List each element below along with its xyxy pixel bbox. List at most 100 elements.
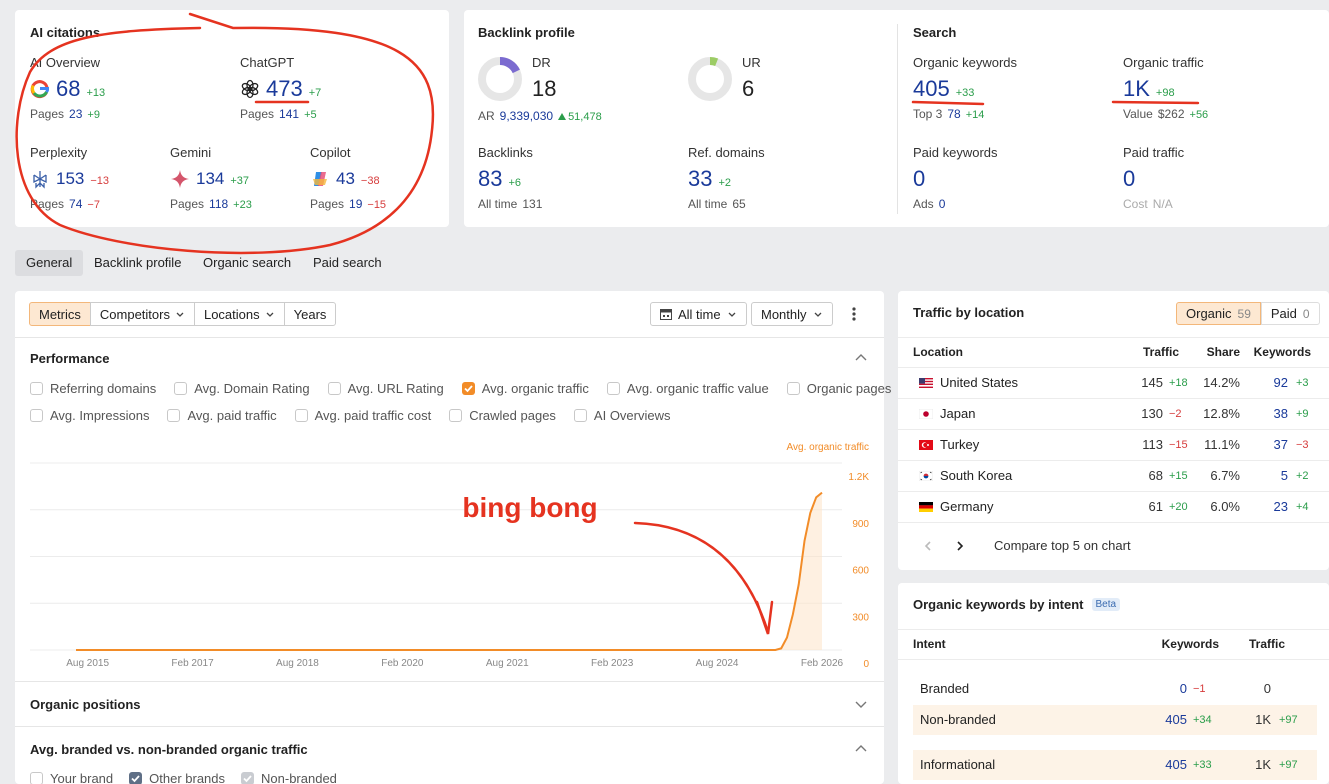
checkbox-label: Avg. paid traffic cost	[314, 408, 432, 423]
checkbox-option[interactable]: Other brands	[129, 771, 225, 784]
checkbox	[167, 409, 181, 422]
stat-value: 405	[913, 76, 950, 101]
checkbox-option[interactable]: Crawled pages	[449, 408, 556, 423]
checkbox	[606, 382, 620, 395]
icon-part	[266, 312, 274, 317]
icon-part	[32, 91, 48, 98]
tab[interactable]: Backlink profile	[94, 255, 182, 270]
tab[interactable]: General	[15, 250, 84, 276]
stat-sub-label: All time	[688, 197, 728, 211]
checkbox-option[interactable]: AI Overviews	[573, 408, 671, 423]
separator	[15, 726, 884, 727]
next-button[interactable]	[954, 540, 966, 552]
icon	[30, 79, 50, 99]
stat: Perplexity 153 −13 Pages 74 −7	[30, 145, 109, 213]
checkbox-option[interactable]: Avg. Impressions	[30, 408, 149, 423]
checkbox-option[interactable]: Avg. organic traffic	[461, 381, 589, 396]
checkbox	[129, 772, 143, 784]
stat-sub-row: Pages 23 +9	[30, 106, 105, 123]
card-title: Backlink profile	[478, 25, 575, 40]
traffic-change: +20	[1169, 501, 1188, 513]
stat-value-row: 43 −38	[310, 167, 386, 191]
checkbox-option[interactable]: Avg. paid traffic cost	[294, 408, 432, 423]
checkbox-label: Avg. Impressions	[50, 408, 150, 423]
chevron	[813, 309, 823, 319]
toggle-button[interactable]: Paid 0	[1260, 302, 1320, 325]
keywords-value: 0	[1179, 681, 1187, 696]
icon-part	[171, 170, 189, 188]
icon-part	[660, 309, 672, 320]
checkbox-option[interactable]: Avg. URL Rating	[327, 381, 444, 396]
toggle-label: Organic	[1186, 306, 1232, 321]
checkbox-option[interactable]: Non-branded	[241, 771, 337, 784]
stat-sub-row: Cost N/A	[1123, 196, 1184, 212]
country: Turkey	[940, 437, 980, 452]
icon-part	[30, 80, 49, 99]
stat-sub-label: Pages	[30, 197, 65, 211]
stat: Organic traffic 1K +98 Value $262 +56	[1123, 55, 1208, 123]
stat-sub-change: +23	[233, 199, 252, 211]
more-button[interactable]	[850, 306, 858, 322]
row-line	[898, 337, 1329, 338]
checkbox	[327, 382, 341, 395]
stat-sub-row: Pages 141 +5	[240, 106, 321, 123]
icon-part	[176, 312, 184, 317]
collapse-toggle[interactable]	[854, 351, 868, 365]
stat-change: −13	[90, 175, 110, 187]
checkbox-option[interactable]: Your brand	[30, 771, 113, 784]
stat-value-row: 405 +33	[913, 74, 1017, 104]
share-value: 11.1%	[1204, 437, 1240, 452]
checkbox-option[interactable]: Avg. organic traffic value	[606, 381, 769, 396]
icon-part	[923, 442, 928, 448]
period-button[interactable]: All time	[650, 302, 747, 326]
tab[interactable]: Organic search	[203, 255, 292, 270]
tab[interactable]: Paid search	[313, 255, 382, 270]
checkbox-label: Other brands	[149, 771, 226, 784]
icon	[170, 169, 190, 189]
toggle-button[interactable]: Organic 59	[1176, 302, 1261, 325]
keywords-value: 405	[1165, 712, 1187, 727]
filter-button[interactable]: Locations	[193, 302, 285, 326]
filter-label: Competitors	[99, 306, 170, 322]
donut	[688, 57, 732, 101]
icon-part	[31, 84, 36, 94]
stat-value-row: 134 +37	[170, 167, 252, 191]
collapse-toggle[interactable]	[854, 697, 868, 711]
checkbox	[294, 409, 308, 422]
stat-sub-value: 131	[522, 197, 543, 211]
location-panel	[898, 291, 1329, 570]
flag	[919, 502, 933, 512]
row-line	[898, 367, 1329, 368]
filter-button[interactable]: Years	[283, 302, 337, 326]
checkbox	[786, 382, 800, 395]
checkbox-option[interactable]: Avg. paid traffic	[167, 408, 277, 423]
flag	[918, 408, 934, 420]
checkbox-option[interactable]: Referring domains	[30, 381, 156, 396]
checkbox-option[interactable]: Organic pages	[786, 381, 891, 396]
stat-sub-row: Pages 74 −7	[30, 196, 109, 213]
keywords-value: 405	[1165, 757, 1187, 772]
interval-button[interactable]: Monthly	[751, 302, 833, 326]
rating: DR 18	[532, 55, 556, 104]
chevron	[265, 309, 275, 319]
stat-sub-value: 19	[349, 197, 363, 211]
row-line	[898, 398, 1329, 399]
checkbox	[241, 772, 255, 784]
icon-part	[663, 315, 665, 317]
checkbox	[30, 409, 43, 422]
stat: Organic keywords 405 +33 Top 3 78 +14	[913, 55, 1017, 123]
icon-part	[171, 170, 189, 188]
collapse-toggle[interactable]	[854, 742, 868, 756]
rating-value: 6	[742, 76, 755, 101]
icon-part	[464, 385, 473, 393]
panel-title: Traffic by location	[913, 305, 1025, 320]
stat-sub-label: Value	[1123, 107, 1153, 121]
checkbox-option[interactable]: Avg. Domain Rating	[174, 381, 310, 396]
filter-button[interactable]: Metrics	[29, 302, 91, 326]
filter-button[interactable]: Competitors	[89, 302, 195, 326]
compare-link[interactable]: Compare top 5 on chart	[994, 538, 1131, 553]
prev-button[interactable]	[922, 540, 934, 552]
stat: Paid traffic 0 Cost N/A	[1123, 145, 1184, 212]
stat-value: 43	[336, 169, 355, 188]
